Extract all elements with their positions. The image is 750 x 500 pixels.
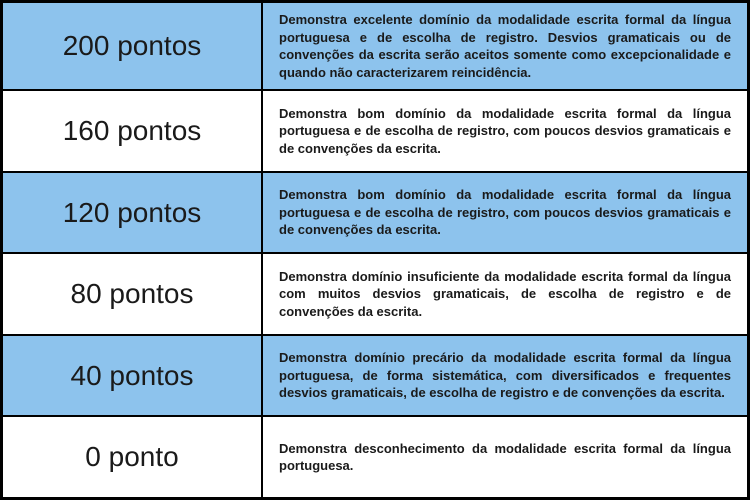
description-cell: Demonstra domínio precário da modalidade… bbox=[263, 336, 747, 416]
description-cell: Demonstra excelente domínio da modalidad… bbox=[263, 3, 747, 89]
description-cell: Demonstra domínio insuficiente da modali… bbox=[263, 254, 747, 334]
table-row: 160 pontos Demonstra bom domínio da moda… bbox=[3, 91, 747, 173]
table-row: 40 pontos Demonstra domínio precário da … bbox=[3, 336, 747, 418]
table-row: 200 pontos Demonstra excelente domínio d… bbox=[3, 3, 747, 91]
description-cell: Demonstra bom domínio da modalidade escr… bbox=[263, 173, 747, 253]
description-cell: Demonstra desconhecimento da modalidade … bbox=[263, 417, 747, 497]
table-row: 120 pontos Demonstra bom domínio da moda… bbox=[3, 173, 747, 255]
points-cell: 80 pontos bbox=[3, 254, 263, 334]
points-cell: 0 ponto bbox=[3, 417, 263, 497]
description-cell: Demonstra bom domínio da modalidade escr… bbox=[263, 91, 747, 171]
table-row: 80 pontos Demonstra domínio insuficiente… bbox=[3, 254, 747, 336]
points-cell: 200 pontos bbox=[3, 3, 263, 89]
points-cell: 40 pontos bbox=[3, 336, 263, 416]
table-row: 0 ponto Demonstra desconhecimento da mod… bbox=[3, 417, 747, 497]
rubric-table: 200 pontos Demonstra excelente domínio d… bbox=[0, 0, 750, 500]
points-cell: 120 pontos bbox=[3, 173, 263, 253]
points-cell: 160 pontos bbox=[3, 91, 263, 171]
